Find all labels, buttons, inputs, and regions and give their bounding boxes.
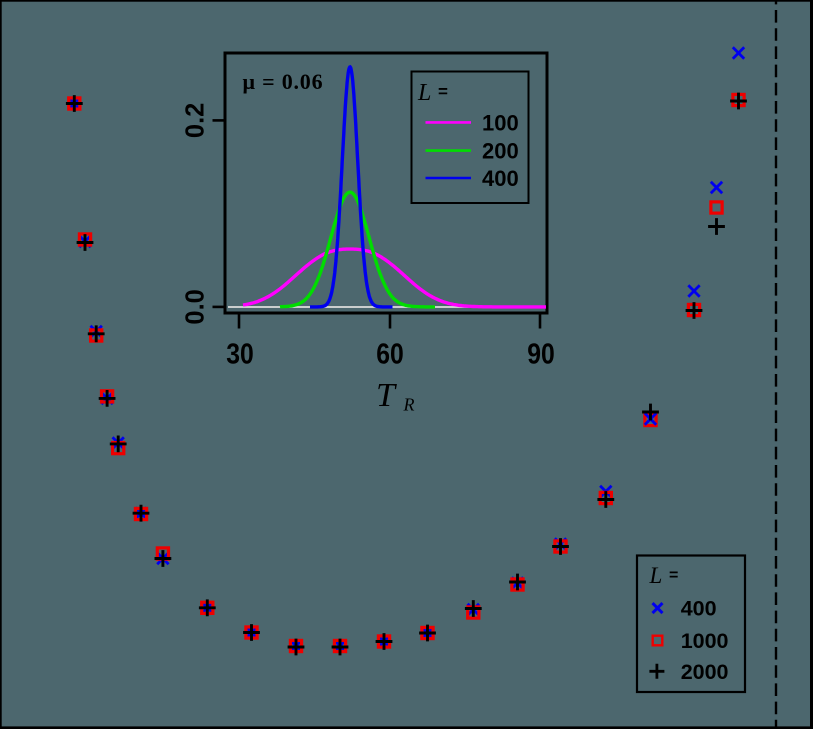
svg-text:=: = — [438, 82, 448, 101]
svg-text:0.0: 0.0 — [182, 289, 210, 324]
svg-text:90: 90 — [527, 339, 555, 371]
svg-text:400: 400 — [681, 597, 717, 621]
svg-text:30: 30 — [226, 339, 254, 371]
svg-text:100: 100 — [482, 111, 519, 136]
svg-text:60: 60 — [376, 339, 404, 371]
svg-text:L: L — [649, 563, 663, 588]
svg-text:1000: 1000 — [681, 629, 729, 653]
svg-text:2000: 2000 — [681, 660, 729, 684]
svg-text:400: 400 — [482, 166, 519, 191]
svg-text:=: = — [669, 567, 678, 584]
svg-text:L: L — [417, 80, 431, 106]
svg-text:200: 200 — [482, 139, 519, 164]
svg-text:μ = 0.06: μ = 0.06 — [243, 69, 324, 94]
svg-text:0.2: 0.2 — [182, 103, 210, 138]
